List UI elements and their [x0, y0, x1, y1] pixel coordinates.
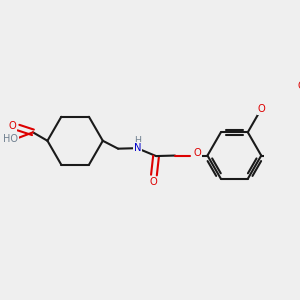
Text: HO: HO: [3, 134, 18, 145]
Text: N: N: [134, 143, 141, 153]
Text: H: H: [134, 136, 141, 145]
Text: O: O: [298, 81, 300, 91]
Text: O: O: [9, 121, 16, 131]
Text: O: O: [193, 148, 201, 158]
Text: O: O: [150, 177, 158, 188]
Text: O: O: [257, 104, 265, 114]
